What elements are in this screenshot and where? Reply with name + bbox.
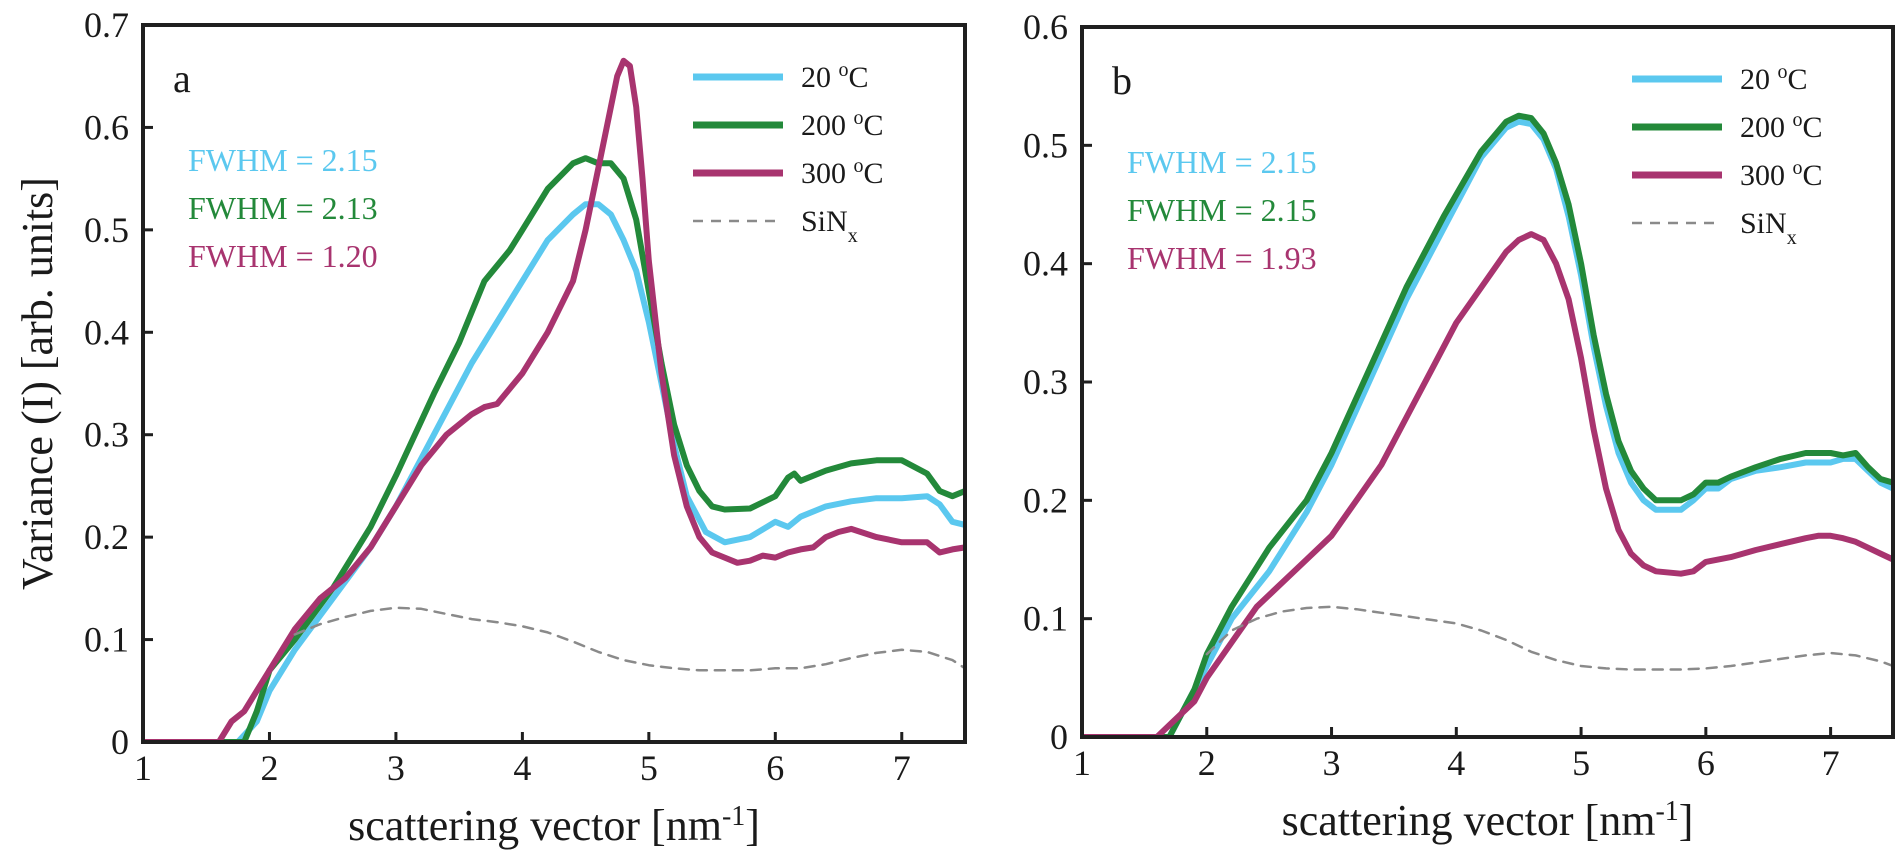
legend-label: 300 oC <box>801 155 884 190</box>
fwhm-annotation: FWHM = 2.15 <box>1127 192 1317 228</box>
y-tick-label: 0.1 <box>84 620 129 660</box>
y-tick-label: 0.4 <box>1023 244 1068 284</box>
x-tick-label: 6 <box>766 748 784 788</box>
y-axis-title: Variance (I) [arb. units] <box>13 177 62 590</box>
panel-a: 1 2 3 4 5 6 7 0 0.1 0.2 0.3 0.4 0.5 0.6 0.7 scattering … <box>13 5 967 851</box>
x-axis-title: scattering vector [nm-1] <box>348 801 760 851</box>
series-line-300-oc <box>1082 231 1893 737</box>
fwhm-annotation: FWHM = 1.20 <box>188 238 378 274</box>
legend-label: 200 oC <box>1740 109 1823 144</box>
fwhm-annotation: FWHM = 2.15 <box>1127 144 1317 180</box>
series-line-200-oc <box>1082 112 1893 737</box>
series-line-sinx <box>1205 605 1893 671</box>
panel-b: 1 2 3 4 5 6 7 0 0.1 0.2 0.3 0.4 0.5 0.6 scattering vec… <box>1023 7 1895 846</box>
y-tick-label: 0.3 <box>84 415 129 455</box>
y-tick-label: 0.6 <box>1023 7 1068 47</box>
series-line-200-oc <box>143 155 965 742</box>
y-tick-label: 0.5 <box>84 210 129 250</box>
x-tick-label: 4 <box>513 748 531 788</box>
y-tick-label: 0.5 <box>1023 125 1068 165</box>
y-tick-label: 0 <box>111 722 129 762</box>
axes-frame <box>141 23 967 744</box>
series-line-20-oc <box>143 201 965 742</box>
series-group <box>143 57 965 742</box>
x-tick-label: 2 <box>1198 743 1216 783</box>
x-tick-label: 2 <box>260 748 278 788</box>
legend-label: SiNx <box>1740 207 1797 249</box>
panel-label: b <box>1112 58 1132 103</box>
y-tick-label: 0.1 <box>1023 599 1068 639</box>
y-tick-label: 0.2 <box>84 517 129 557</box>
legend: 20 oC 200 oC 300 oC SiNx <box>693 59 884 247</box>
x-tick-label: 1 <box>134 748 152 788</box>
x-tick-label: 7 <box>1822 743 1840 783</box>
fwhm-annotation: FWHM = 2.15 <box>188 142 378 178</box>
y-tick-label: 0.3 <box>1023 362 1068 402</box>
legend-label: 300 oC <box>1740 157 1823 192</box>
x-axis-title: scattering vector [nm-1] <box>1282 796 1694 846</box>
fwhm-annotation: FWHM = 1.93 <box>1127 240 1317 276</box>
x-tick-label: 7 <box>893 748 911 788</box>
y-tick-label: 0.4 <box>84 312 129 352</box>
fwhm-annotation: FWHM = 2.13 <box>188 190 378 226</box>
series-group <box>1082 112 1893 737</box>
legend-label: 200 oC <box>801 107 884 142</box>
x-tick-label: 3 <box>387 748 405 788</box>
series-line-sinx <box>293 606 965 672</box>
y-tick-label: 0.2 <box>1023 480 1068 520</box>
legend-label: 20 oC <box>801 59 869 94</box>
x-tick-label: 4 <box>1447 743 1465 783</box>
legend-label: 20 oC <box>1740 61 1808 96</box>
series-line-300-oc <box>143 57 965 742</box>
x-tick-label: 1 <box>1073 743 1091 783</box>
x-tick-label: 3 <box>1323 743 1341 783</box>
y-tick-label: 0.6 <box>84 107 129 147</box>
x-tick-label: 5 <box>640 748 658 788</box>
legend-label: SiNx <box>801 205 858 247</box>
legend: 20 oC 200 oC 300 oC SiNx <box>1632 61 1823 249</box>
y-tick-label: 0.7 <box>84 5 129 45</box>
panel-label: a <box>173 56 191 101</box>
x-tick-label: 6 <box>1697 743 1715 783</box>
x-tick-label: 5 <box>1572 743 1590 783</box>
y-tick-label: 0 <box>1050 717 1068 757</box>
